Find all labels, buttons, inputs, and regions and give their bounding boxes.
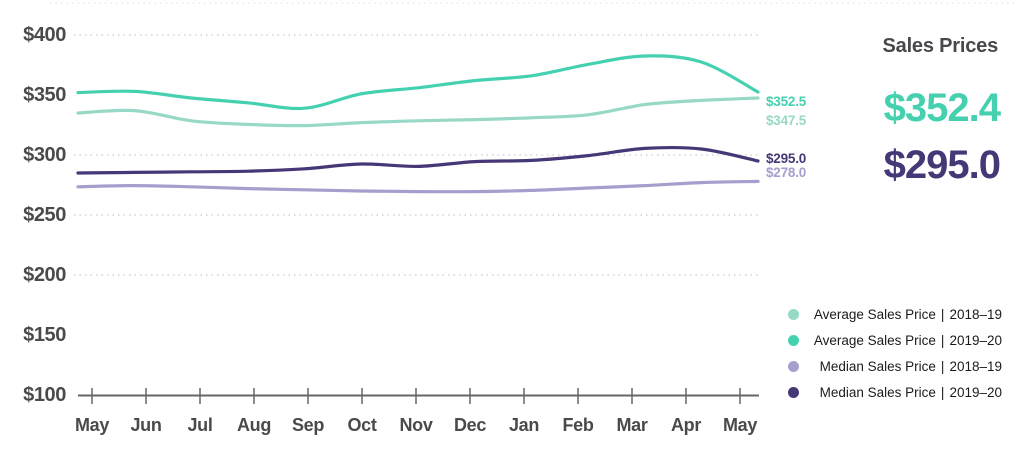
x-axis-label: Feb xyxy=(562,415,594,435)
x-axis-label: Dec xyxy=(453,415,487,435)
legend-dot-icon xyxy=(788,386,799,398)
legend-item: Average Sales Price | 2019–20 xyxy=(788,327,1002,353)
x-axis-label: Jan xyxy=(508,415,540,435)
legend-item-label: Average Sales Price | 2018–19 xyxy=(813,306,1002,322)
median-sales-price-value: $295.0 xyxy=(883,143,1001,187)
y-axis-label: $200 xyxy=(23,264,66,286)
legend-item: Median Sales Price | 2018–19 xyxy=(788,353,1002,379)
y-axis-label: $350 xyxy=(23,84,66,106)
y-axis-label: $150 xyxy=(23,324,66,346)
series-line-purple_light xyxy=(76,179,760,194)
x-axis-label: Oct xyxy=(347,415,377,435)
x-axis-label: Sep xyxy=(291,415,325,435)
x-axis-label: Mar xyxy=(616,415,648,435)
legend-dot-icon xyxy=(788,334,799,346)
legend-item: Median Sales Price | 2019–20 xyxy=(788,379,1002,405)
x-axis-label: Jun xyxy=(130,415,162,435)
legend-item-label: Median Sales Price | 2019–20 xyxy=(819,384,1002,400)
x-axis-label: Aug xyxy=(236,415,272,435)
y-axis-label: $400 xyxy=(23,24,66,46)
series-end-label-purple_light: $278.0 xyxy=(766,165,807,180)
y-axis-label: $300 xyxy=(23,144,66,166)
average-sales-price-value: $352.4 xyxy=(883,86,1001,130)
legend-dot-icon xyxy=(788,360,799,372)
series-line-teal_light xyxy=(76,96,760,128)
x-axis-label: Apr xyxy=(670,415,702,435)
legend-dot-icon xyxy=(788,308,799,320)
legend-item: Average Sales Price | 2018–19 xyxy=(788,301,1002,327)
x-axis-label: Jul xyxy=(187,415,213,435)
legend-item-label: Average Sales Price | 2019–20 xyxy=(813,332,1002,348)
y-axis-label: $100 xyxy=(23,384,66,406)
x-axis-label: Nov xyxy=(399,415,433,435)
x-axis-label: May xyxy=(722,415,758,435)
series-line-teal xyxy=(76,54,760,111)
series-end-label-purple: $295.0 xyxy=(766,151,807,166)
x-axis-label: May xyxy=(74,415,110,435)
series-end-label-teal: $352.5 xyxy=(766,94,807,109)
legend: Average Sales Price | 2018–19 Average Sales… xyxy=(788,301,1002,405)
series-line-purple xyxy=(76,145,760,175)
legend-item-label: Median Sales Price | 2018–19 xyxy=(819,358,1002,374)
series-end-label-teal_light: $347.5 xyxy=(766,113,807,128)
y-axis-label: $250 xyxy=(23,204,66,226)
chart-title: Sales Prices xyxy=(882,35,999,57)
